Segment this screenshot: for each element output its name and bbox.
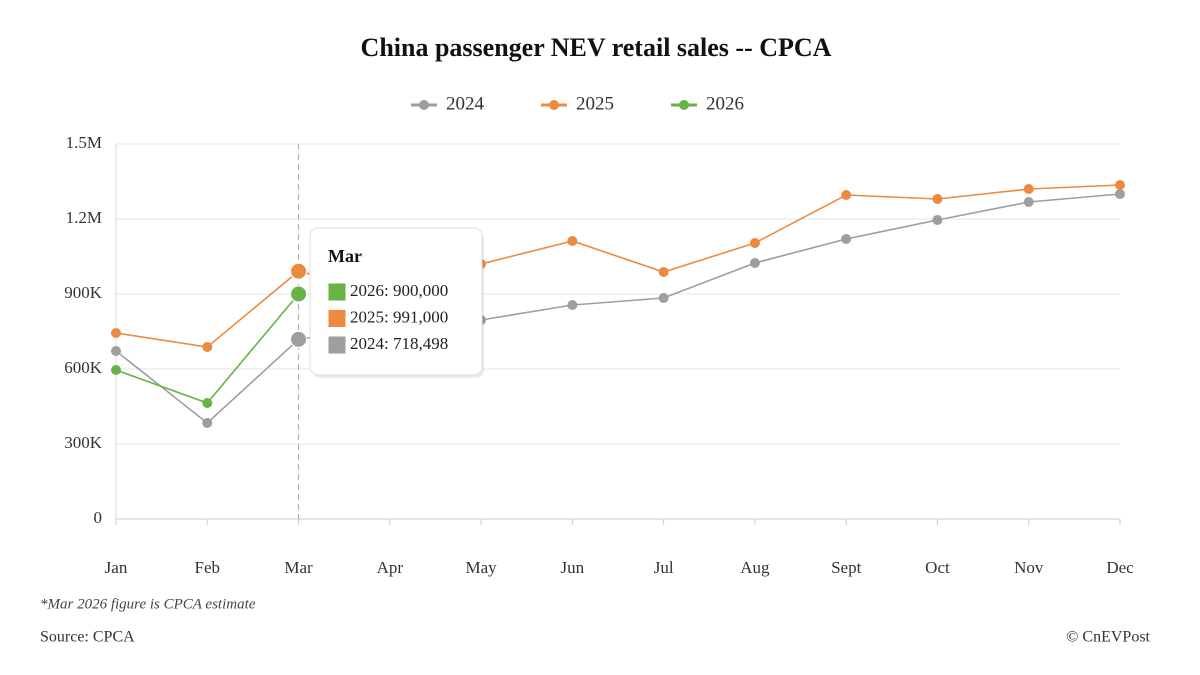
- data-point: [932, 194, 943, 204]
- data-point: [658, 267, 669, 277]
- x-tick-label: Jan: [105, 558, 128, 577]
- tooltip-title: Mar: [328, 246, 362, 266]
- data-point: [749, 238, 760, 248]
- x-tick-label: Oct: [925, 558, 950, 577]
- data-point: [111, 346, 121, 356]
- tooltip-item: 2024: 718,498: [350, 334, 448, 353]
- data-point: [932, 215, 943, 225]
- data-point: [202, 342, 213, 352]
- legend-label: 2024: [446, 93, 485, 114]
- y-tick-label: 1.2M: [66, 208, 102, 227]
- data-point: [841, 190, 852, 200]
- tooltip-swatch: [327, 282, 347, 302]
- series-line: [115, 184, 1121, 348]
- x-tick-label: Aug: [740, 558, 770, 577]
- y-tick-label: 600K: [64, 358, 103, 377]
- series-line: [115, 193, 1121, 425]
- data-point: [749, 258, 760, 268]
- y-tick-label: 1.5M: [66, 133, 102, 152]
- x-tick-label: Mar: [284, 558, 313, 577]
- data-point: [290, 285, 308, 303]
- y-tick-label: 0: [94, 508, 103, 527]
- y-tick-label: 900K: [64, 283, 103, 302]
- tooltip-swatch: [327, 309, 347, 328]
- tooltip-item: 2025: 991,000: [350, 307, 448, 326]
- data-point: [567, 236, 578, 246]
- x-tick-label: Jul: [654, 558, 674, 577]
- data-point: [290, 262, 308, 280]
- data-point: [202, 398, 213, 408]
- tooltip: [309, 227, 483, 376]
- legend-marker: [549, 100, 559, 110]
- credit: © CnEVPost: [1066, 629, 1150, 646]
- x-tick-label: Dec: [1106, 558, 1134, 577]
- x-tick-label: Feb: [195, 558, 221, 577]
- data-point: [202, 418, 213, 428]
- data-point: [1023, 184, 1034, 194]
- legend-marker: [679, 100, 689, 110]
- x-tick-label: May: [466, 558, 498, 577]
- source: Source: CPCA: [40, 629, 135, 646]
- data-point: [658, 293, 669, 303]
- data-point: [841, 234, 852, 244]
- legend-label: 2025: [576, 93, 614, 114]
- footnote: *Mar 2026 figure is CPCA estimate: [40, 596, 256, 612]
- data-point: [111, 365, 121, 375]
- tooltip-item: 2026: 900,000: [350, 281, 448, 300]
- data-point: [290, 330, 308, 348]
- data-point: [111, 328, 121, 338]
- legend-marker: [419, 100, 429, 110]
- data-point: [1115, 189, 1125, 199]
- y-tick-label: 300K: [64, 433, 103, 452]
- data-point: [1115, 180, 1125, 190]
- x-tick-label: Apr: [377, 558, 404, 577]
- data-point: [1023, 197, 1034, 207]
- x-tick-label: Jun: [561, 558, 585, 577]
- x-tick-label: Sept: [831, 558, 862, 577]
- data-point: [567, 300, 578, 310]
- tooltip-swatch: [327, 335, 347, 355]
- chart-title: China passenger NEV retail sales -- CPCA: [361, 33, 832, 62]
- x-tick-label: Nov: [1014, 558, 1044, 577]
- legend-label: 2026: [706, 93, 744, 114]
